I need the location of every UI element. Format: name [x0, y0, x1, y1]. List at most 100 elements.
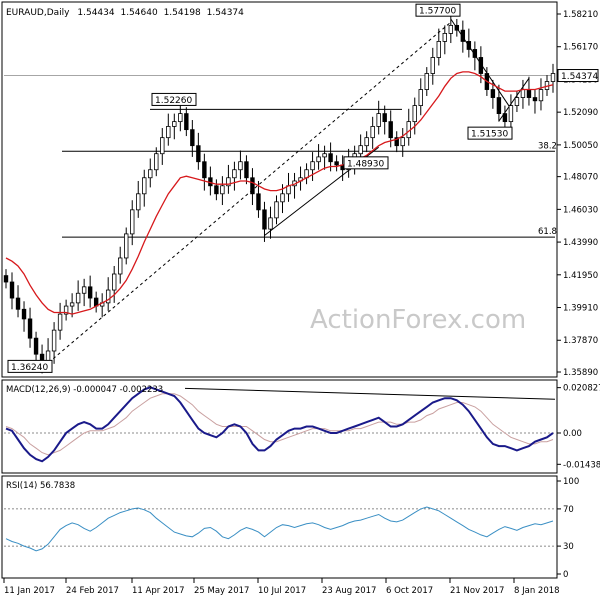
- candle-body: [322, 153, 327, 158]
- price-label-text: 1.57700: [419, 7, 456, 17]
- candle-body: [376, 113, 381, 127]
- candle-body: [238, 161, 243, 171]
- candle-body: [328, 153, 333, 163]
- candle-body: [184, 113, 189, 131]
- candle-body: [15, 297, 21, 310]
- candle-body: [466, 41, 472, 50]
- date-tick-label: 11 Jan 2017: [4, 586, 55, 596]
- price-tick-label: 1.35890: [563, 368, 598, 378]
- candle-body: [178, 113, 183, 123]
- open-value: 1.54434: [77, 8, 114, 18]
- candle-body: [478, 57, 484, 74]
- candle-body: [148, 169, 153, 179]
- candle-body: [160, 137, 165, 155]
- rsi-tick-label: 70: [563, 505, 574, 515]
- current-price-box: [557, 69, 599, 83]
- fib-label: 38.2: [538, 141, 557, 151]
- candle-body: [154, 153, 159, 171]
- price-label-box: [343, 156, 389, 170]
- candle-body: [274, 201, 279, 219]
- rsi-line: [5, 506, 554, 552]
- rsi-label: RSI(14) 56.7838: [6, 481, 75, 491]
- macd-indicator: 0.020827 0.00 -0.014386: [4, 384, 600, 470]
- candle-body: [136, 193, 141, 211]
- price-label-text: 1.52260: [155, 96, 192, 106]
- dashed-trendline: [43, 21, 452, 367]
- candle-body: [388, 121, 393, 139]
- price-tick-label: 1.41950: [563, 271, 598, 281]
- candle-body: [220, 185, 225, 195]
- candle-body: [358, 145, 363, 155]
- date-tick-label: 10 Jul 2017: [258, 586, 306, 596]
- price-tick-label: 1.43990: [563, 238, 598, 248]
- candle-body: [57, 313, 63, 331]
- price-label-text: 1.36240: [11, 363, 48, 373]
- fib-label: 61.8: [538, 227, 557, 237]
- candle-body: [9, 281, 15, 299]
- rsi-panel-frame: [1, 475, 558, 579]
- price-label-box: [151, 92, 197, 106]
- candle-body: [142, 177, 147, 195]
- macd-main-line: [5, 386, 554, 463]
- date-tick-label: 11 Apr 2017: [132, 586, 185, 596]
- symbol-label: EURAUD: [6, 8, 44, 18]
- macd-tick-label: 0.00: [563, 429, 582, 439]
- candle-body: [508, 105, 514, 123]
- candle-body: [538, 89, 544, 102]
- candle-body: [81, 286, 87, 294]
- candle-body: [214, 185, 219, 195]
- rsi-tick-label: 30: [563, 542, 574, 552]
- candle-body: [532, 97, 538, 102]
- watermark: ActionForex.com: [310, 305, 526, 335]
- candle-body: [3, 275, 9, 283]
- candle-body: [550, 73, 556, 82]
- candle-body: [448, 24, 454, 34]
- candle-body: [196, 145, 201, 163]
- candle-body: [202, 161, 207, 179]
- close-value: 1.54374: [207, 8, 244, 18]
- candle-body: [514, 97, 520, 106]
- candle-body: [370, 126, 375, 139]
- price-level-labels: 1.57700 1.52260 1.51530 1.36240 1.48930: [7, 3, 513, 373]
- candle-body: [442, 33, 448, 42]
- price-tick-label: 1.46030: [563, 205, 598, 215]
- price-tick-label: 1.58210: [563, 10, 598, 20]
- chart-header-symbol: EURAUD,Daily 1.54434 1.54640 1.54198 1.5…: [6, 8, 244, 18]
- candle-body: [400, 137, 405, 147]
- price-label-box: [467, 126, 513, 140]
- candle-body: [250, 177, 255, 195]
- candle-body: [63, 305, 69, 315]
- high-value: 1.54640: [120, 8, 157, 18]
- candle-body: [418, 89, 423, 106]
- macd-label: MACD(12,26,9) -0.000047 -0.002233: [6, 385, 163, 395]
- moving-average-line: [5, 71, 554, 315]
- date-tick-label: 6 Oct 2017: [386, 586, 433, 596]
- macd-panel-frame: [1, 379, 558, 474]
- candle-body: [111, 273, 117, 291]
- price-tick-label: 1.50050: [563, 141, 598, 151]
- rsi-tick-label: 0: [563, 570, 568, 580]
- candle-body: [33, 337, 39, 355]
- candle-body: [27, 318, 33, 339]
- rsi-tick-label: 100: [563, 477, 579, 487]
- price-tick-label: 1.39910: [563, 304, 598, 314]
- candle-body: [454, 24, 460, 31]
- macd-tick-label: -0.014386: [563, 460, 600, 470]
- candle-body: [51, 329, 57, 352]
- moving-average: [5, 71, 554, 315]
- date-axis: 11 Jan 2017 24 Feb 2017 11 Apr 2017 25 May …: [3, 578, 560, 596]
- candle-body: [105, 289, 111, 304]
- candle-body: [244, 161, 249, 179]
- candle-body: [316, 156, 321, 163]
- candle-body: [256, 193, 261, 211]
- price-tick-label: 1.56170: [563, 43, 598, 53]
- candle-body: [268, 217, 273, 230]
- candle-body: [21, 308, 27, 320]
- candle-body: [130, 209, 135, 235]
- candle-body: [460, 29, 466, 42]
- price-tick-label: 1.48070: [563, 173, 598, 183]
- price-panel-frame: [1, 1, 558, 378]
- candle-body: [490, 89, 496, 98]
- candle-body: [364, 137, 369, 147]
- low-value: 1.54198: [164, 8, 201, 18]
